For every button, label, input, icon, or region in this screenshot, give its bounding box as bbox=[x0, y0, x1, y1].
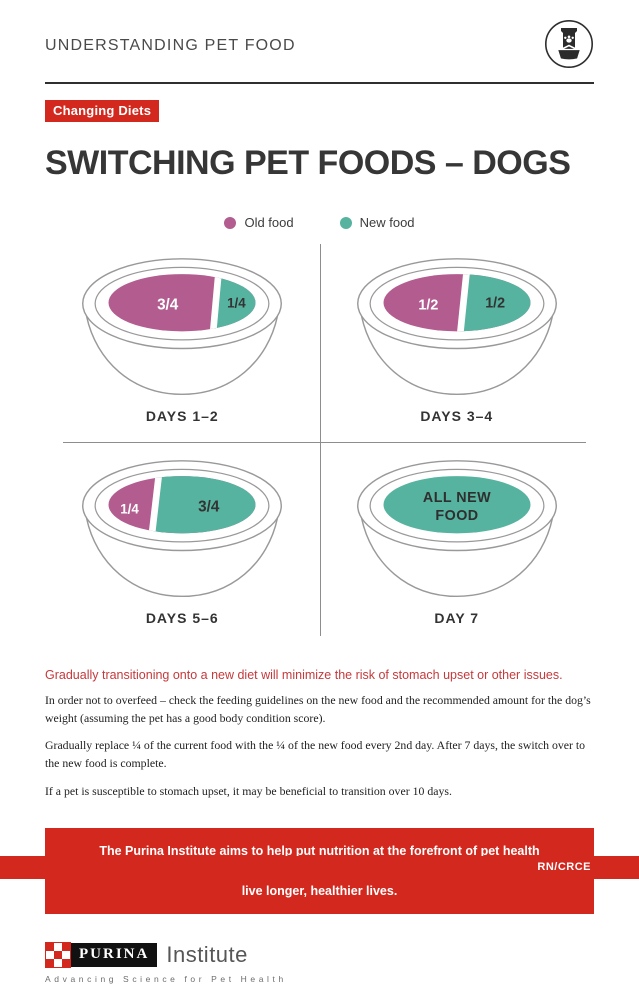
legend-item-old-food: Old food bbox=[224, 215, 294, 230]
bowl-day-7-diagram: ALL NEW FOOD bbox=[356, 460, 557, 598]
new-food-dot-icon bbox=[339, 216, 352, 229]
grid-horizontal-divider bbox=[63, 442, 586, 443]
bottom-bar: RN/CRCE bbox=[0, 856, 639, 879]
all-new-food-line1: ALL NEW bbox=[423, 490, 491, 506]
header: UNDERSTANDING PET FOOD bbox=[45, 19, 594, 74]
section-badge: Changing Diets bbox=[45, 100, 160, 122]
page-title: SWITCHING PET FOODS – DOGS bbox=[45, 144, 571, 182]
document-code: RN/CRCE bbox=[537, 861, 591, 873]
fraction-old: 3/4 bbox=[157, 296, 179, 313]
paragraph-susceptible: If a pet is susceptible to stomach upset… bbox=[45, 783, 452, 798]
header-divider bbox=[45, 82, 594, 84]
bowl-label-day-7: DAY 7 bbox=[434, 610, 480, 626]
bowl-days-1-2: 3/4 1/4 DAYS 1–2 bbox=[45, 240, 320, 442]
all-new-food-line2: FOOD bbox=[435, 508, 478, 524]
highlight-sentence: Gradually transitioning onto a new diet … bbox=[45, 668, 563, 682]
fraction-old: 1/4 bbox=[120, 501, 139, 516]
fraction-old: 1/2 bbox=[418, 297, 438, 313]
purina-wordmark: PURINA bbox=[71, 943, 158, 968]
paragraph-overfeed: In order not to overfeed – check the fee… bbox=[45, 693, 591, 725]
bowl-days-3-4-diagram: 1/2 1/2 bbox=[356, 258, 557, 396]
paragraph-replace: Gradually replace ¼ of the current food … bbox=[45, 738, 586, 771]
legend-label-new: New food bbox=[359, 215, 415, 230]
grid-vertical-divider bbox=[319, 244, 321, 636]
bowl-days-3-4: 1/2 1/2 DAYS 3–4 bbox=[320, 240, 595, 442]
fraction-new: 3/4 bbox=[198, 498, 220, 515]
fraction-new: 1/4 bbox=[227, 295, 246, 310]
purina-checkerboard-logo-icon bbox=[45, 942, 71, 969]
institute-wordmark: Institute bbox=[166, 942, 248, 968]
legend-label-old: Old food bbox=[244, 215, 294, 230]
bowl-label-days-3-4: DAYS 3–4 bbox=[420, 408, 494, 424]
pet-food-bag-and-bowl-icon bbox=[544, 19, 594, 74]
footer-tagline: Advancing Science for Pet Health bbox=[45, 974, 287, 984]
bowl-day-7: ALL NEW FOOD DAY 7 bbox=[320, 442, 595, 644]
bowl-days-5-6: 1/4 3/4 DAYS 5–6 bbox=[45, 442, 320, 644]
bowl-diagram-grid: 3/4 1/4 DAYS 1–2 1/2 1/2 DAYS 3–4 bbox=[45, 240, 594, 644]
fraction-new: 1/2 bbox=[485, 295, 505, 311]
body-text: In order not to overfeed – check the fee… bbox=[45, 692, 594, 800]
bowl-days-5-6-diagram: 1/4 3/4 bbox=[82, 460, 283, 598]
bowl-days-1-2-diagram: 3/4 1/4 bbox=[82, 258, 283, 396]
bowl-label-days-1-2: DAYS 1–2 bbox=[145, 408, 219, 424]
footer-logo: PURINA Institute Advancing Science for P… bbox=[45, 942, 594, 984]
bowl-label-days-5-6: DAYS 5–6 bbox=[145, 610, 219, 626]
legend: Old food New food bbox=[45, 215, 594, 230]
old-food-dot-icon bbox=[224, 216, 237, 229]
legend-item-new-food: New food bbox=[339, 215, 415, 230]
header-title: UNDERSTANDING PET FOOD bbox=[45, 37, 296, 54]
